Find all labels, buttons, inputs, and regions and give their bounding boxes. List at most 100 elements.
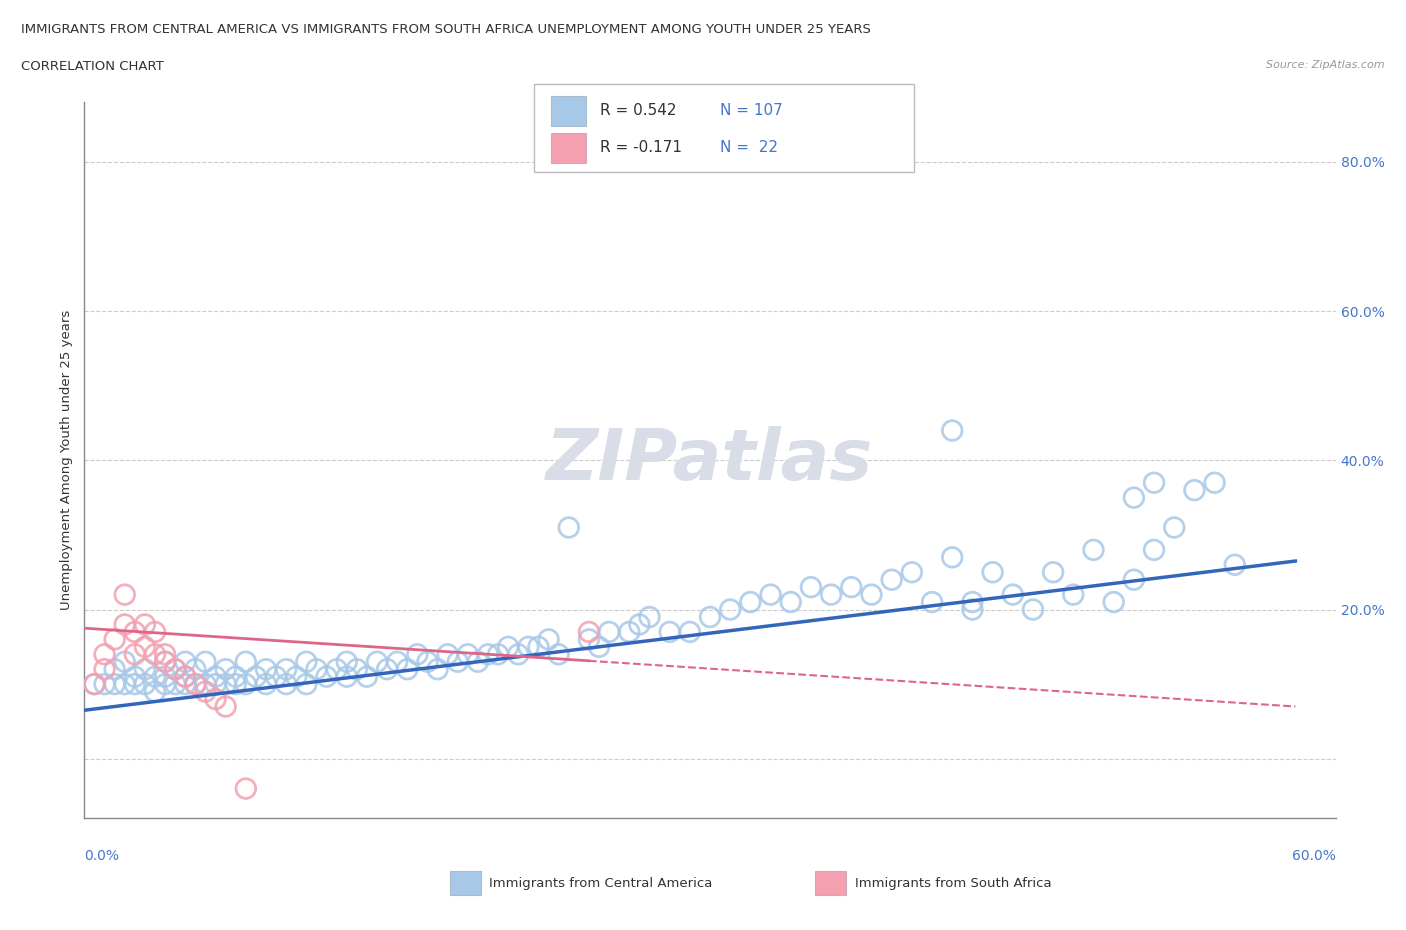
Point xyxy=(880,572,903,587)
Point xyxy=(184,677,207,692)
Point xyxy=(1163,520,1185,535)
Point xyxy=(225,670,247,684)
Point xyxy=(346,662,368,677)
Point xyxy=(477,647,499,662)
Text: Immigrants from South Africa: Immigrants from South Africa xyxy=(855,877,1052,890)
Point xyxy=(254,662,277,677)
Text: Source: ZipAtlas.com: Source: ZipAtlas.com xyxy=(1267,60,1385,71)
Point xyxy=(740,594,762,609)
Point xyxy=(214,699,236,714)
Text: R = -0.171: R = -0.171 xyxy=(600,140,682,155)
Point xyxy=(527,640,550,655)
Point xyxy=(153,677,176,692)
Point xyxy=(1022,602,1045,617)
Point xyxy=(508,647,530,662)
Text: 60.0%: 60.0% xyxy=(1292,849,1336,863)
Point xyxy=(921,594,943,609)
Point xyxy=(174,670,197,684)
Point xyxy=(638,609,661,624)
Point xyxy=(941,423,963,438)
Point xyxy=(336,655,359,670)
Point xyxy=(1102,594,1125,609)
Point xyxy=(1184,483,1206,498)
Point xyxy=(143,647,166,662)
Point xyxy=(759,587,782,602)
Point xyxy=(426,662,449,677)
Point xyxy=(779,594,801,609)
Point xyxy=(547,647,569,662)
Point xyxy=(93,662,115,677)
Point xyxy=(194,655,217,670)
Point xyxy=(962,602,984,617)
Point xyxy=(1062,587,1084,602)
Point xyxy=(658,624,681,639)
Point xyxy=(114,587,136,602)
Point xyxy=(1223,557,1246,572)
Text: N = 107: N = 107 xyxy=(720,103,783,118)
Point xyxy=(124,647,146,662)
Point xyxy=(396,662,419,677)
Point xyxy=(628,617,651,631)
Point xyxy=(962,594,984,609)
Point xyxy=(235,677,257,692)
Point xyxy=(153,655,176,670)
Point xyxy=(356,670,378,684)
Point xyxy=(114,677,136,692)
Point xyxy=(1204,475,1226,490)
Point xyxy=(114,617,136,631)
Point xyxy=(1143,475,1166,490)
Point xyxy=(375,662,398,677)
Point xyxy=(134,617,156,631)
Point xyxy=(699,609,721,624)
Point xyxy=(143,670,166,684)
Point xyxy=(619,624,641,639)
Point xyxy=(598,624,620,639)
Point xyxy=(820,587,842,602)
Point xyxy=(1122,490,1144,505)
Point xyxy=(486,647,509,662)
Point xyxy=(558,520,581,535)
Text: IMMIGRANTS FROM CENTRAL AMERICA VS IMMIGRANTS FROM SOUTH AFRICA UNEMPLOYMENT AMO: IMMIGRANTS FROM CENTRAL AMERICA VS IMMIG… xyxy=(21,23,870,36)
Point xyxy=(800,579,823,594)
Point xyxy=(174,655,197,670)
Point xyxy=(153,670,176,684)
Point xyxy=(1122,572,1144,587)
Point xyxy=(153,655,176,670)
Point xyxy=(194,677,217,692)
Point xyxy=(134,640,156,655)
Point xyxy=(285,670,308,684)
Point xyxy=(578,632,600,647)
Point xyxy=(93,677,115,692)
Point xyxy=(679,624,702,639)
Text: N =  22: N = 22 xyxy=(720,140,778,155)
Point xyxy=(83,677,105,692)
Point xyxy=(93,647,115,662)
Point xyxy=(165,662,187,677)
Point xyxy=(1042,565,1064,579)
Point xyxy=(134,662,156,677)
Point xyxy=(235,655,257,670)
Point xyxy=(204,692,226,707)
Point xyxy=(235,781,257,796)
Point xyxy=(537,632,560,647)
Point xyxy=(436,647,458,662)
Point xyxy=(517,640,540,655)
Point xyxy=(153,647,176,662)
Text: CORRELATION CHART: CORRELATION CHART xyxy=(21,60,165,73)
Point xyxy=(941,550,963,565)
Point xyxy=(718,602,741,617)
Point xyxy=(174,677,197,692)
Point xyxy=(1143,542,1166,557)
Point xyxy=(447,655,470,670)
Point xyxy=(467,655,489,670)
Point xyxy=(143,624,166,639)
Point xyxy=(578,624,600,639)
Point xyxy=(124,677,146,692)
Point xyxy=(143,684,166,699)
Point xyxy=(204,677,226,692)
Point xyxy=(295,677,318,692)
Point xyxy=(839,579,862,594)
Point xyxy=(305,662,328,677)
Point xyxy=(225,677,247,692)
Point xyxy=(496,640,519,655)
